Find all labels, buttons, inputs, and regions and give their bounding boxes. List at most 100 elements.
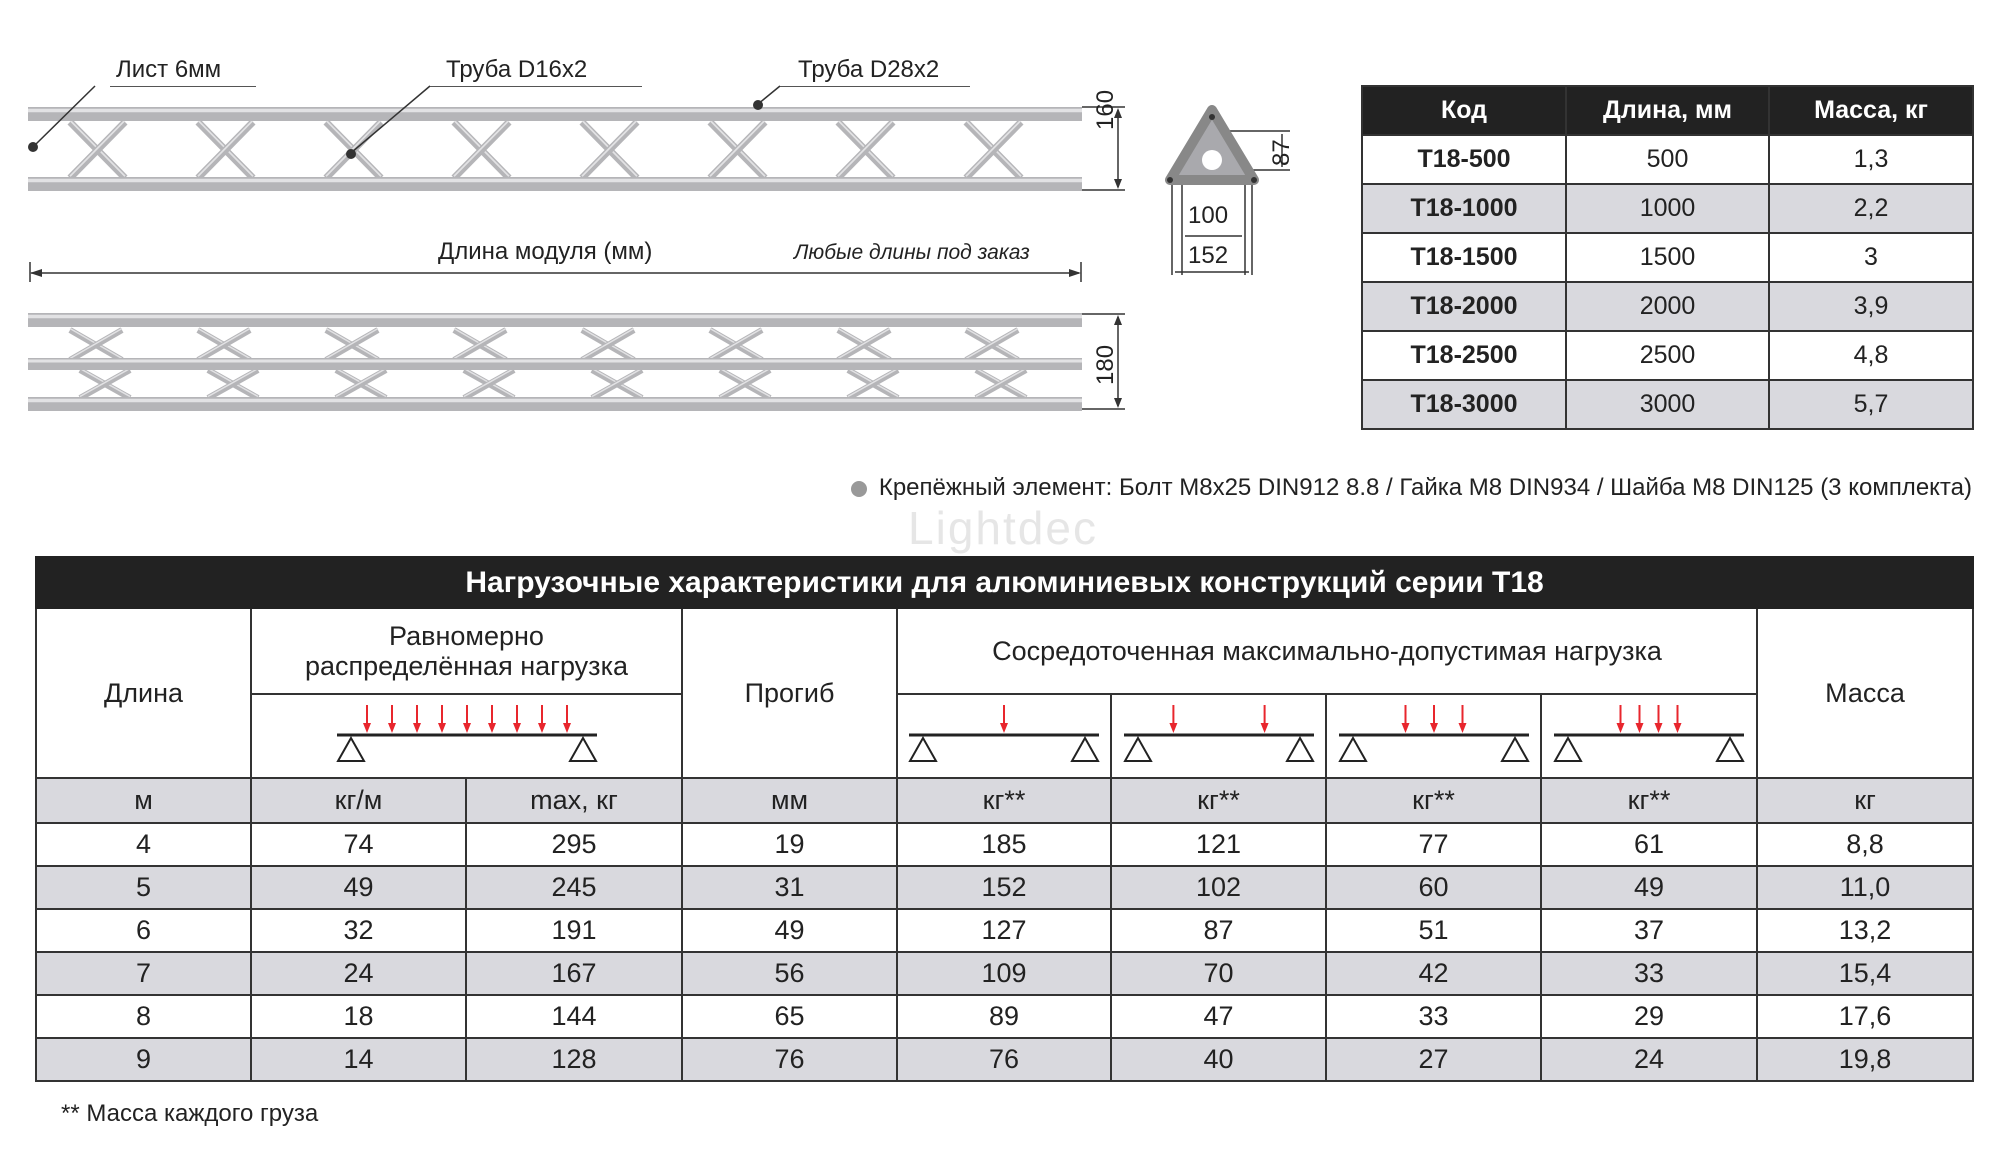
spec-row: T18-1000 1000 2,2 (1361, 183, 1974, 234)
callout-underline (780, 86, 970, 87)
load-cell: 152 (896, 865, 1112, 910)
spec-cell: 1000 (1565, 183, 1770, 234)
spec-cell: 3 (1768, 232, 1974, 283)
spec-cell: T18-2000 (1361, 281, 1567, 332)
header-length: Длина (35, 607, 252, 779)
spec-table: Код Длина, мм Масса, кг T18-500 500 1,3 T18… (1361, 85, 1974, 430)
bullet-icon (850, 480, 867, 497)
load-cell: 49 (681, 908, 898, 953)
load-cell: 102 (1110, 865, 1327, 910)
spec-cell: 5,7 (1768, 379, 1974, 430)
unit-cell: max, кг (465, 777, 683, 824)
spec-cell: 500 (1565, 134, 1770, 185)
load-cell: 245 (465, 865, 683, 910)
load-cell: 61 (1540, 822, 1758, 867)
load-cell: 5 (35, 865, 252, 910)
load-cell: 6 (35, 908, 252, 953)
unit-cell: мм (681, 777, 898, 824)
load-cell: 87 (1110, 908, 1327, 953)
callout-tube-d28: Труба D28x2 (798, 56, 940, 83)
unit-cell: кг** (896, 777, 1112, 824)
load-cell: 29 (1540, 994, 1758, 1039)
load-cell: 24 (250, 951, 467, 996)
load-row: 7 24 167 56 109 70 42 33 15,4 (35, 951, 1975, 996)
spec-row: T18-3000 3000 5,7 (1361, 379, 1974, 430)
callout-underline (110, 86, 256, 87)
point-load-icon (1540, 693, 1758, 779)
callout-tube-d16: Труба D16x2 (446, 56, 588, 83)
load-cell: 19,8 (1755, 1037, 1975, 1082)
spec-row: T18-2000 2000 3,9 (1361, 281, 1974, 332)
spec-cell: T18-500 (1361, 134, 1567, 185)
section-inner-label: 100 (1188, 202, 1229, 229)
load-cell: 60 (1325, 865, 1542, 910)
callout-underline (430, 86, 642, 87)
load-cell: 15,4 (1755, 951, 1975, 996)
load-cell: 76 (896, 1037, 1112, 1082)
spec-row: T18-1500 1500 3 (1361, 232, 1974, 283)
load-cell: 70 (1110, 951, 1327, 996)
spec-cell: 2,2 (1768, 183, 1974, 234)
fastener-note-text: Крепёжный элемент: Болт M8x25 DIN912 8.8… (878, 474, 1972, 501)
spec-cell: 3000 (1565, 379, 1770, 430)
section-height-label: 87 (1268, 139, 1295, 166)
load-cell: 74 (250, 822, 467, 867)
custom-length-note: Любые длины под заказ (794, 241, 1030, 264)
load-cell: 167 (465, 951, 683, 996)
load-cell: 4 (35, 822, 252, 867)
point-load-icon (1325, 693, 1542, 779)
load-cell: 47 (1110, 994, 1327, 1039)
header-point-load: Сосредоточенная максимально-допустимая н… (896, 607, 1758, 695)
truss-side-view (28, 85, 1290, 411)
load-cell: 56 (681, 951, 898, 996)
section-outer-label: 152 (1188, 242, 1229, 269)
load-row: 5 49 245 31 152 102 60 49 11,0 (35, 865, 1975, 910)
load-cell: 77 (1325, 822, 1542, 867)
spec-cell: 1500 (1565, 232, 1770, 283)
load-row: 6 32 191 49 127 87 51 37 13,2 (35, 908, 1975, 953)
load-cell: 31 (681, 865, 898, 910)
unit-cell: кг** (1110, 777, 1327, 824)
load-row: 4 74 295 19 185 121 77 61 8,8 (35, 822, 1975, 867)
load-cell: 185 (896, 822, 1112, 867)
fastener-note: Крепёжный элемент: Болт M8x25 DIN912 8.8… (850, 474, 1972, 502)
title-text: Нагрузочные характеристики для алюминиев… (465, 565, 1544, 599)
unit-cell: кг** (1325, 777, 1542, 824)
load-cell: 49 (1540, 865, 1758, 910)
footnote: ** Масса каждого груза (61, 1100, 319, 1127)
header-uniform-load: Равномерно распределённая нагрузка (250, 607, 683, 695)
point-load-icon (896, 693, 1112, 779)
load-table: Нагрузочные характеристики для алюминиев… (34, 556, 1975, 1082)
unit-cell: кг (1755, 777, 1975, 824)
spec-row: T18-2500 2500 4,8 (1361, 330, 1974, 381)
point-load-icon (1110, 693, 1327, 779)
load-cell: 128 (465, 1037, 683, 1082)
load-cell: 127 (896, 908, 1112, 953)
load-cell: 24 (1540, 1037, 1758, 1082)
load-cell: 33 (1325, 994, 1542, 1039)
load-row: 8 18 144 65 89 47 33 29 17,6 (35, 994, 1975, 1039)
load-cell: 17,6 (1755, 994, 1975, 1039)
spec-cell: 2500 (1565, 330, 1770, 381)
load-cell: 37 (1540, 908, 1758, 953)
unit-cell: кг** (1540, 777, 1758, 824)
load-cell: 65 (681, 994, 898, 1039)
header-code: Код (1361, 85, 1567, 136)
header-length: Длина, мм (1565, 85, 1770, 136)
load-cell: 7 (35, 951, 252, 996)
unit-cell: кг/м (250, 777, 467, 824)
load-cell: 13,2 (1755, 908, 1975, 953)
load-table-title: Нагрузочные характеристики для алюминиев… (34, 556, 1975, 609)
load-cell: 51 (1325, 908, 1542, 953)
units-row: м кг/м max, кг мм кг** кг** кг** кг** кг (35, 777, 1975, 824)
spec-header-row: Код Длина, мм Масса, кг (1361, 85, 1974, 136)
header-mass: Масса (1755, 607, 1975, 779)
spec-cell: 2000 (1565, 281, 1770, 332)
load-cell: 42 (1325, 951, 1542, 996)
load-cell: 109 (896, 951, 1112, 996)
spec-cell: T18-2500 (1361, 330, 1567, 381)
load-cell: 8,8 (1755, 822, 1975, 867)
load-cell: 19 (681, 822, 898, 867)
height-180-label: 180 (1092, 344, 1119, 385)
load-cell: 14 (250, 1037, 467, 1082)
